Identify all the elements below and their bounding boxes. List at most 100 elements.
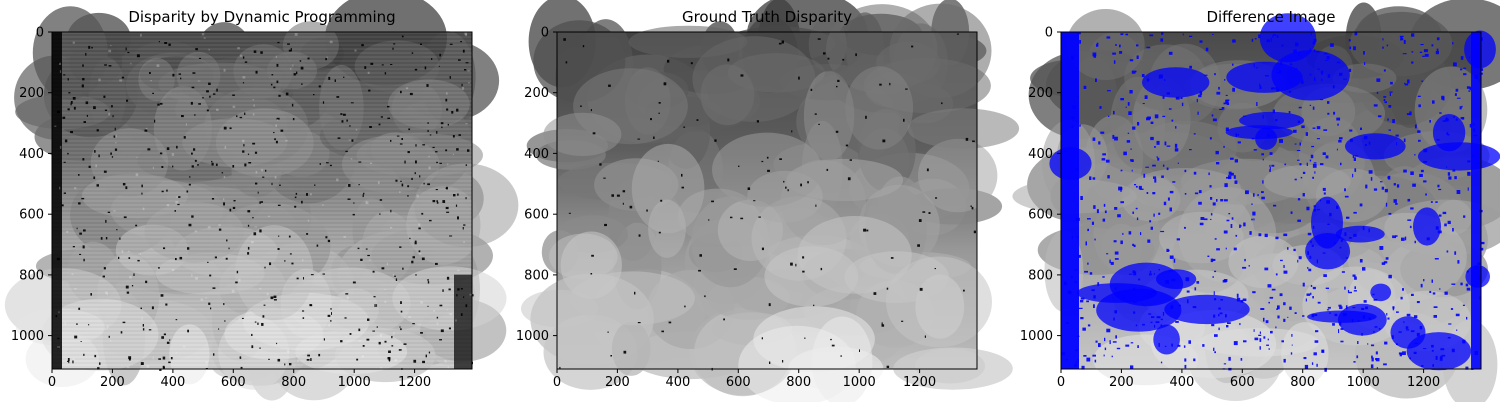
pixel-speckle bbox=[1112, 134, 1115, 139]
pixel-speckle bbox=[57, 337, 60, 340]
pixel-speckle bbox=[1400, 38, 1404, 41]
pixel-speckle bbox=[1268, 348, 1270, 350]
pixel-speckle bbox=[1372, 293, 1375, 296]
pixel-speckle bbox=[1075, 360, 1077, 365]
pixel-speckle bbox=[1093, 304, 1095, 308]
pixel-speckle bbox=[629, 205, 633, 209]
pixel-speckle bbox=[1102, 218, 1106, 222]
pixel-speckle bbox=[1409, 225, 1412, 229]
pixel-speckle bbox=[353, 202, 355, 204]
pixel-speckle bbox=[1184, 169, 1187, 173]
pixel-speckle bbox=[1414, 124, 1417, 129]
pixel-speckle bbox=[252, 113, 255, 116]
pixel-speckle bbox=[1289, 306, 1292, 310]
pixel-speckle bbox=[1075, 217, 1080, 221]
pixel-speckle bbox=[290, 48, 292, 51]
pixel-speckle bbox=[415, 160, 417, 164]
pixel-speckle bbox=[125, 285, 129, 289]
pixel-speckle bbox=[428, 351, 431, 354]
pixel-speckle bbox=[294, 196, 297, 199]
pixel-speckle bbox=[131, 285, 134, 287]
pixel-speckle bbox=[1171, 278, 1176, 282]
pixel-speckle bbox=[399, 246, 402, 248]
pixel-speckle bbox=[216, 108, 219, 111]
pixel-speckle bbox=[668, 321, 672, 324]
pixel-speckle bbox=[1169, 255, 1174, 259]
pixel-speckle bbox=[150, 80, 152, 82]
edge-noise-region bbox=[454, 274, 472, 369]
pixel-speckle bbox=[1407, 79, 1410, 84]
pixel-speckle bbox=[457, 193, 459, 196]
pixel-speckle bbox=[1149, 293, 1152, 295]
pixel-speckle bbox=[1313, 38, 1317, 43]
pixel-speckle bbox=[761, 337, 763, 340]
pixel-speckle bbox=[114, 127, 116, 131]
pixel-speckle bbox=[1326, 56, 1330, 60]
pixel-speckle bbox=[1242, 266, 1247, 269]
pixel-speckle bbox=[1218, 314, 1220, 317]
pixel-speckle bbox=[1135, 207, 1138, 210]
pixel-speckle bbox=[108, 335, 110, 338]
pixel-speckle bbox=[1112, 341, 1117, 343]
pixel-speckle bbox=[1239, 323, 1241, 326]
pixel-speckle bbox=[408, 128, 411, 131]
pixel-speckle bbox=[369, 126, 372, 128]
pixel-speckle bbox=[427, 305, 429, 307]
pixel-speckle bbox=[237, 47, 240, 50]
pixel-speckle bbox=[174, 210, 176, 212]
pixel-speckle bbox=[1414, 240, 1416, 244]
pixel-speckle bbox=[1237, 134, 1239, 136]
pixel-speckle bbox=[1435, 201, 1438, 203]
pixel-speckle bbox=[1145, 166, 1149, 168]
pixel-speckle bbox=[390, 209, 392, 213]
pixel-speckle bbox=[242, 76, 246, 79]
pixel-speckle bbox=[426, 84, 429, 87]
pixel-speckle bbox=[135, 224, 138, 227]
pixel-speckle bbox=[270, 296, 274, 300]
pixel-speckle bbox=[1177, 344, 1181, 347]
pixel-speckle bbox=[1344, 188, 1346, 192]
pixel-speckle bbox=[1213, 314, 1216, 318]
pixel-speckle bbox=[229, 208, 232, 212]
pixel-speckle bbox=[1337, 123, 1339, 126]
pixel-speckle bbox=[1319, 199, 1321, 202]
pixel-speckle bbox=[259, 201, 261, 204]
pixel-speckle bbox=[463, 296, 465, 298]
pixel-speckle bbox=[191, 274, 193, 277]
pixel-speckle bbox=[74, 335, 78, 339]
pixel-speckle bbox=[453, 194, 456, 197]
pixel-speckle bbox=[280, 129, 284, 132]
pixel-speckle bbox=[175, 258, 177, 261]
pixel-speckle bbox=[1436, 37, 1440, 41]
pixel-speckle bbox=[467, 149, 470, 152]
pixel-speckle bbox=[103, 267, 106, 270]
pixel-speckle bbox=[1135, 185, 1138, 188]
pixel-speckle bbox=[81, 197, 85, 200]
pixel-speckle bbox=[409, 92, 413, 96]
pixel-speckle bbox=[1368, 317, 1371, 320]
pixel-speckle bbox=[1264, 233, 1268, 238]
pixel-speckle bbox=[1392, 119, 1395, 123]
pixel-speckle bbox=[1185, 277, 1190, 282]
pixel-speckle bbox=[1177, 162, 1179, 164]
pixel-speckle bbox=[1086, 300, 1089, 303]
difference-mask-region bbox=[1142, 67, 1210, 98]
pixel-speckle bbox=[1395, 202, 1398, 205]
x-tick-label: 1000 bbox=[843, 375, 876, 390]
pixel-speckle bbox=[836, 85, 838, 88]
pixel-speckle bbox=[1178, 304, 1181, 307]
pixel-speckle bbox=[300, 66, 304, 70]
pixel-speckle bbox=[1305, 298, 1307, 302]
pixel-speckle bbox=[1395, 235, 1398, 237]
pixel-speckle bbox=[1381, 262, 1386, 265]
pixel-speckle bbox=[1099, 106, 1102, 109]
pixel-speckle bbox=[1236, 297, 1241, 302]
pixel-speckle bbox=[121, 250, 124, 253]
pixel-speckle bbox=[698, 269, 701, 272]
pixel-speckle bbox=[1166, 167, 1169, 171]
pixel-speckle bbox=[105, 291, 108, 295]
pixel-speckle bbox=[1398, 352, 1403, 355]
pixel-speckle bbox=[1113, 317, 1115, 321]
pixel-speckle bbox=[1283, 233, 1288, 237]
pixel-speckle bbox=[378, 341, 381, 345]
